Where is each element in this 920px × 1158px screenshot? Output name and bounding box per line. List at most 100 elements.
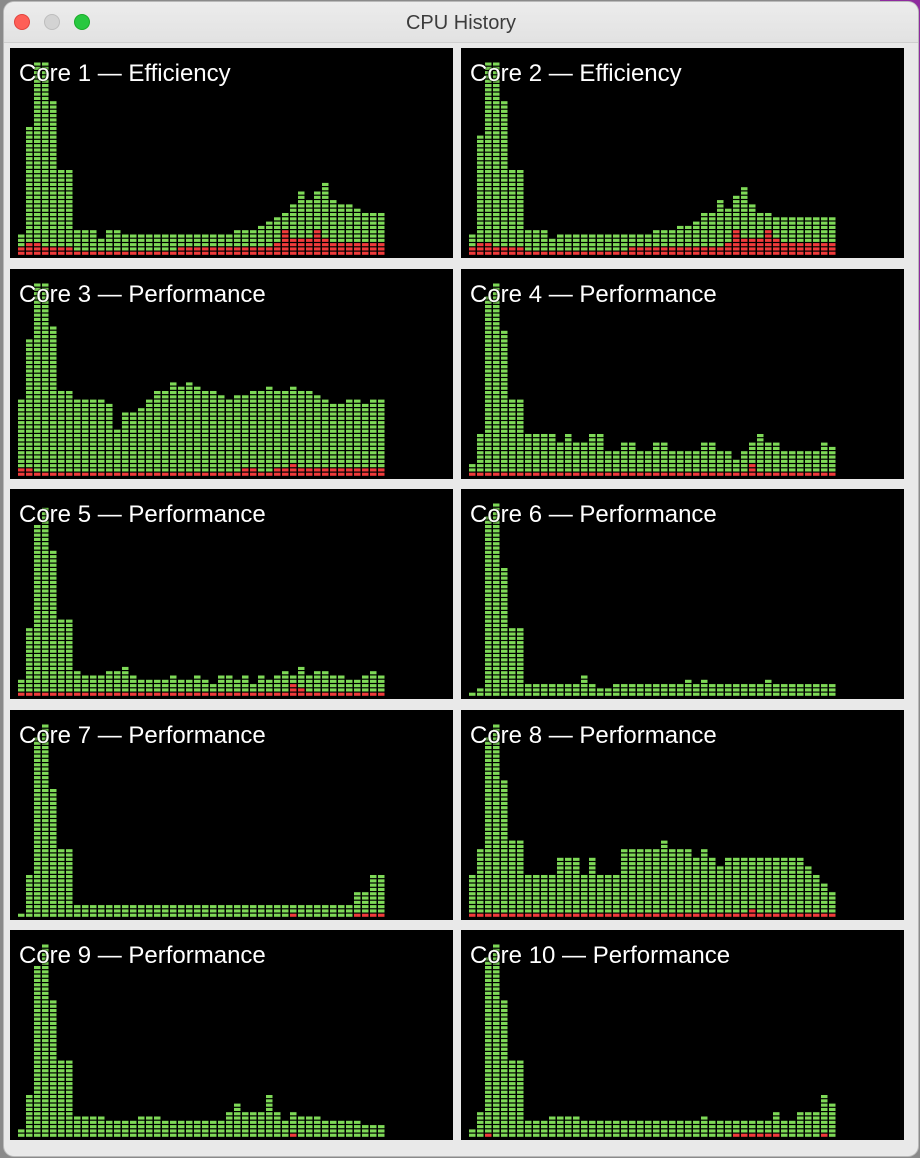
user-usage-cell (298, 433, 305, 437)
user-usage-cell (509, 853, 516, 857)
user-usage-cell (226, 433, 233, 437)
zoom-button[interactable] (74, 14, 90, 30)
user-usage-cell (549, 467, 556, 471)
title-bar[interactable]: CPU History (4, 2, 918, 43)
user-usage-cell (74, 433, 81, 437)
user-usage-cell (493, 364, 500, 368)
user-usage-cell (50, 831, 57, 835)
user-usage-cell (493, 991, 500, 995)
user-usage-cell (58, 399, 65, 403)
user-usage-cell (50, 649, 57, 653)
user-usage-cell (501, 118, 508, 122)
user-usage-cell (557, 692, 564, 696)
user-usage-cell (138, 913, 145, 917)
user-usage-cell (322, 420, 329, 424)
user-usage-cell (122, 463, 129, 467)
user-usage-cell (773, 891, 780, 895)
user-usage-cell (58, 459, 65, 463)
user-usage-cell (749, 204, 756, 208)
user-usage-cell (42, 775, 49, 779)
usage-bar (533, 230, 540, 255)
user-usage-cell (330, 450, 337, 454)
user-usage-cell (501, 373, 508, 377)
user-usage-cell (485, 75, 492, 79)
usage-bar (501, 568, 508, 696)
user-usage-cell (218, 437, 225, 441)
close-button[interactable] (14, 14, 30, 30)
user-usage-cell (130, 688, 137, 692)
user-usage-cell (613, 891, 620, 895)
system-usage-cell (290, 913, 297, 917)
user-usage-cell (354, 213, 361, 217)
user-usage-cell (781, 891, 788, 895)
user-usage-cell (781, 896, 788, 900)
user-usage-cell (573, 684, 580, 688)
user-usage-cell (34, 356, 41, 360)
user-usage-cell (26, 1133, 33, 1137)
user-usage-cell (501, 1017, 508, 1021)
user-usage-cell (130, 416, 137, 420)
user-usage-cell (34, 533, 41, 537)
user-usage-cell (34, 835, 41, 839)
user-usage-cell (234, 238, 241, 242)
user-usage-cell (186, 688, 193, 692)
user-usage-cell (557, 887, 564, 891)
user-usage-cell (509, 187, 516, 191)
user-usage-cell (501, 1107, 508, 1111)
user-usage-cell (725, 857, 732, 861)
user-usage-cell (26, 1103, 33, 1107)
user-usage-cell (266, 412, 273, 416)
system-usage-cell (469, 247, 476, 251)
user-usage-cell (362, 433, 369, 437)
user-usage-cell (677, 459, 684, 463)
usage-bar (477, 433, 484, 476)
minimize-button[interactable] (44, 14, 60, 30)
user-usage-cell (685, 874, 692, 878)
user-usage-cell (42, 662, 49, 666)
user-usage-cell (34, 611, 41, 615)
user-usage-cell (346, 420, 353, 424)
user-usage-cell (34, 360, 41, 364)
usage-bar (773, 684, 780, 696)
system-usage-cell (226, 247, 233, 251)
usage-bar (485, 957, 492, 1137)
user-usage-cell (346, 407, 353, 411)
user-usage-cell (42, 814, 49, 818)
user-usage-cell (274, 455, 281, 459)
user-usage-cell (34, 525, 41, 529)
user-usage-cell (50, 1026, 57, 1030)
user-usage-cell (581, 455, 588, 459)
user-usage-cell (789, 908, 796, 912)
user-usage-cell (501, 1103, 508, 1107)
user-usage-cell (677, 853, 684, 857)
user-usage-cell (146, 459, 153, 463)
user-usage-cell (789, 467, 796, 471)
user-usage-cell (42, 450, 49, 454)
system-usage-cell (202, 247, 209, 251)
user-usage-cell (573, 467, 580, 471)
user-usage-cell (274, 675, 281, 679)
user-usage-cell (757, 455, 764, 459)
usage-bar (781, 217, 788, 255)
user-usage-cell (26, 1107, 33, 1111)
user-usage-cell (557, 688, 564, 692)
user-usage-cell (717, 225, 724, 229)
user-usage-cell (290, 1116, 297, 1120)
system-usage-cell (805, 243, 812, 247)
user-usage-cell (58, 684, 65, 688)
user-usage-cell (501, 606, 508, 610)
user-usage-cell (50, 848, 57, 852)
usage-bar (765, 213, 772, 255)
user-usage-cell (493, 304, 500, 308)
user-usage-cell (485, 983, 492, 987)
user-usage-cell (290, 407, 297, 411)
user-usage-cell (757, 865, 764, 869)
usage-bar (306, 675, 313, 696)
user-usage-cell (477, 459, 484, 463)
user-usage-cell (66, 200, 73, 204)
user-usage-cell (250, 450, 257, 454)
user-usage-cell (26, 1112, 33, 1116)
user-usage-cell (74, 1116, 81, 1120)
user-usage-cell (469, 887, 476, 891)
user-usage-cell (42, 576, 49, 580)
